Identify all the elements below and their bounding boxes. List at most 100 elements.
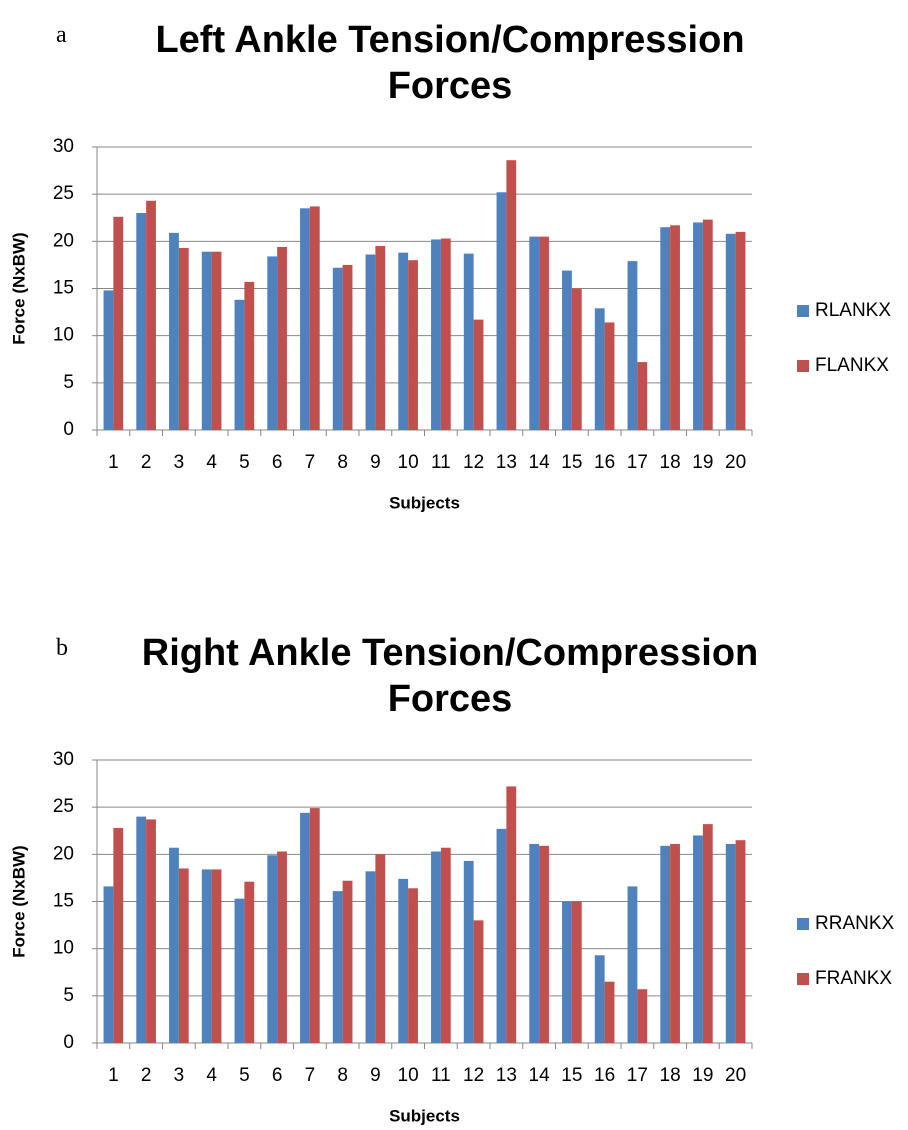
bar	[300, 812, 310, 1043]
bar	[244, 281, 255, 430]
bar	[234, 299, 245, 430]
bar	[604, 981, 615, 1043]
bar	[496, 828, 507, 1043]
x-tick-label: 16	[594, 1065, 615, 1086]
bar	[440, 847, 451, 1043]
bar	[702, 219, 713, 430]
x-tick-label: 14	[529, 1065, 551, 1086]
bar	[506, 160, 517, 430]
bar	[398, 878, 409, 1043]
chart-title: Left Ankle Tension/Compression Forces	[155, 19, 745, 107]
bar	[309, 206, 320, 430]
x-tick-label: 15	[561, 452, 582, 473]
x-tick-label: 9	[370, 452, 381, 473]
y-axis-label: Force (NxBW)	[9, 845, 28, 957]
x-tick-label: 7	[305, 452, 316, 473]
x-tick-label: 18	[660, 1065, 681, 1086]
bar	[539, 845, 549, 1043]
y-tick-label: 30	[53, 749, 74, 770]
legend-swatch	[797, 360, 809, 372]
bar	[113, 216, 124, 430]
bar	[332, 891, 343, 1043]
bar	[725, 233, 736, 430]
bar	[571, 288, 582, 430]
x-tick-label: 16	[594, 452, 615, 473]
bar	[562, 901, 572, 1043]
x-tick-label: 7	[305, 1065, 316, 1086]
y-tick-label: 10	[53, 938, 74, 959]
bar	[440, 238, 451, 430]
x-tick-label: 10	[398, 452, 419, 473]
bar	[627, 886, 638, 1043]
bar	[660, 227, 671, 430]
x-tick-label: 3	[174, 1065, 185, 1086]
bar	[146, 819, 156, 1043]
bar	[365, 871, 376, 1043]
bar	[693, 835, 703, 1043]
y-tick-label: 0	[63, 1032, 74, 1053]
legend-label: FLANKX	[815, 355, 889, 376]
bar	[211, 251, 222, 430]
x-tick-label: 13	[496, 452, 517, 473]
bar	[735, 840, 746, 1043]
legend-swatch	[797, 305, 809, 317]
x-tick-label: 20	[725, 452, 746, 473]
bar	[136, 816, 147, 1043]
legend-label: RRANKX	[815, 913, 895, 934]
bar	[735, 231, 746, 430]
bar	[332, 267, 343, 430]
bar	[463, 860, 474, 1043]
bar	[178, 868, 189, 1043]
bar	[529, 843, 540, 1043]
bar	[473, 920, 484, 1043]
legend-label: RLANKX	[815, 300, 891, 321]
bar	[300, 208, 310, 430]
bar	[693, 222, 703, 430]
bar	[201, 251, 212, 430]
y-tick-label: 20	[53, 843, 74, 864]
x-tick-label: 1	[108, 1065, 119, 1086]
panel-label: a	[56, 22, 67, 48]
legend-label: FRANKX	[815, 968, 892, 989]
chart-title: Right Ankle Tension/Compression Forces	[141, 632, 759, 720]
x-tick-label: 19	[692, 1065, 713, 1086]
x-axis-label: Subjects	[389, 1106, 460, 1125]
bar	[562, 270, 572, 430]
x-tick-label: 2	[141, 452, 152, 473]
bar	[463, 253, 474, 430]
bar	[267, 855, 278, 1043]
bar	[169, 847, 179, 1043]
bar	[594, 308, 605, 430]
bar	[375, 854, 386, 1043]
bar	[431, 851, 441, 1043]
x-tick-label: 4	[206, 1065, 217, 1086]
x-tick-label: 11	[431, 1065, 451, 1086]
bar	[169, 232, 179, 430]
x-tick-label: 9	[370, 1065, 381, 1086]
bar	[637, 989, 648, 1043]
y-tick-label: 25	[53, 183, 74, 204]
bar	[113, 827, 124, 1043]
bar	[496, 192, 507, 430]
panel-label: b	[56, 635, 68, 661]
x-tick-label: 8	[337, 452, 348, 473]
bar	[408, 260, 418, 430]
bar	[702, 824, 713, 1043]
bar	[670, 843, 680, 1043]
bar	[408, 888, 418, 1043]
bar	[473, 319, 484, 430]
bar	[604, 322, 615, 430]
bar	[365, 254, 376, 430]
bar	[211, 869, 222, 1043]
x-tick-label: 19	[692, 452, 713, 473]
x-tick-label: 5	[239, 1065, 250, 1086]
bar	[375, 246, 386, 430]
bar	[398, 252, 409, 430]
bar	[670, 225, 680, 430]
bar	[627, 261, 638, 430]
bar	[637, 362, 648, 430]
bar	[529, 236, 540, 430]
x-tick-label: 8	[337, 1065, 348, 1086]
